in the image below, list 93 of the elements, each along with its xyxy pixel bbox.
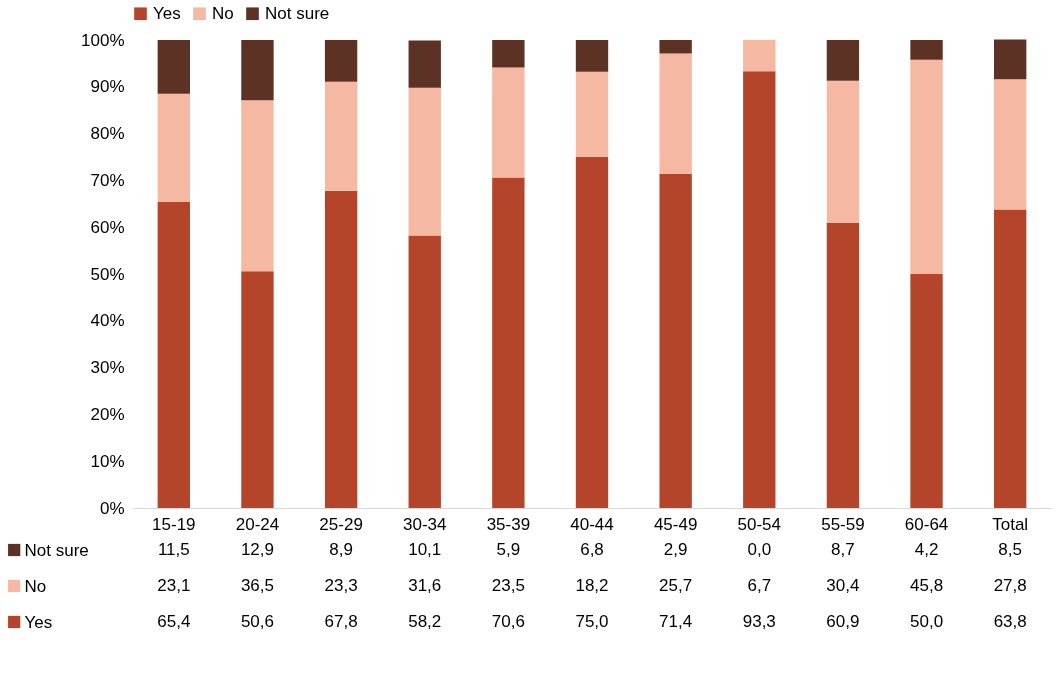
bar [994,209,1027,508]
bar [492,177,525,508]
data-label: 31,6 [408,576,442,595]
bar [910,59,943,274]
y-tick-label: 0% [99,498,125,518]
data-label: 4,2 [914,540,939,559]
data-label: 70,6 [491,612,525,631]
bar [241,40,274,101]
bar [241,271,274,508]
bar [408,40,441,88]
text: Yes [24,612,53,632]
bar [575,40,609,72]
data-label: 30,4 [826,576,860,595]
data-label: 27,8 [993,576,1027,595]
data-label: 6,7 [747,576,772,595]
bar [324,190,358,508]
bar [826,222,860,508]
y-tick-label: 50% [90,264,125,284]
bar [659,53,692,174]
x-tick-label: 35-39 [486,514,531,534]
y-tick-label: 20% [90,404,125,424]
bar [324,81,358,191]
legend-label: Not sure [265,3,330,23]
y-tick-label: 60% [90,217,125,237]
y-tick-label: 100% [81,30,125,50]
bar [910,274,943,508]
x-tick-label: Total [992,514,1029,534]
y-tick-label: 30% [90,358,125,378]
bar [408,235,441,508]
data-label: 12,9 [240,540,274,559]
bar [826,40,860,81]
x-tick-label: 25-29 [319,514,363,534]
legend-label: Yes [153,3,181,23]
data-label: 75,0 [575,612,609,631]
data-label: 23,5 [491,576,525,595]
bar [743,71,776,508]
data-label: 11,5 [157,540,190,559]
data-label: 58,2 [408,612,442,631]
y-tick-label: 80% [90,124,125,144]
x-tick-label: 30-34 [402,514,447,534]
y-tick-label: 10% [90,451,125,471]
legend-label: No [212,3,234,23]
data-label: 18,2 [575,576,609,595]
bar [994,39,1027,80]
bar [575,157,609,508]
data-label: 36,5 [240,576,274,595]
data-label: 50,0 [910,612,944,631]
x-tick-label: 55-59 [821,514,865,534]
data-label: 63,8 [993,612,1027,631]
y-tick-label: 40% [90,311,125,331]
data-label: 6,8 [580,540,604,559]
data-label: 0,0 [747,540,772,559]
data-label: 23,3 [324,576,358,595]
data-label: 25,7 [659,576,693,595]
x-tick-label: 20-24 [235,514,280,534]
data-label: 60,9 [826,612,860,631]
bar [659,40,692,54]
data-label: 8,9 [329,540,353,559]
x-tick-label: 40-44 [570,514,614,534]
bar [492,40,525,68]
x-tick-label: 15-19 [152,514,196,534]
text: Not sure [24,540,89,560]
x-tick-label: 50-54 [737,514,782,534]
data-label: 50,6 [240,612,274,631]
data-label: 67,8 [324,612,358,631]
data-label: 8,5 [998,540,1022,559]
bar [743,40,776,72]
data-label: 65,4 [157,612,191,631]
bar [826,80,860,223]
bar [408,87,441,236]
data-label: 10,1 [408,540,442,559]
data-label: 8,7 [831,540,855,559]
bar [157,201,190,508]
y-tick-label: 90% [90,77,125,97]
x-tick-label: 45-49 [653,514,698,534]
bar [241,100,274,272]
data-label: 71,4 [659,612,693,631]
x-tick-label: 60-64 [904,514,949,534]
data-label: 93,3 [742,612,776,631]
bar [575,71,609,157]
bar [492,67,525,178]
y-tick-label: 70% [90,170,125,190]
bar [910,40,943,60]
bar [994,79,1027,210]
data-label: 23,1 [157,576,191,595]
bar [324,40,358,82]
text: No [24,576,47,596]
bar [157,40,190,94]
data-label: 2,9 [663,540,688,559]
data-label: 45,8 [910,576,944,595]
bar [157,93,190,202]
data-label: 5,9 [496,540,521,559]
bar [659,173,692,508]
